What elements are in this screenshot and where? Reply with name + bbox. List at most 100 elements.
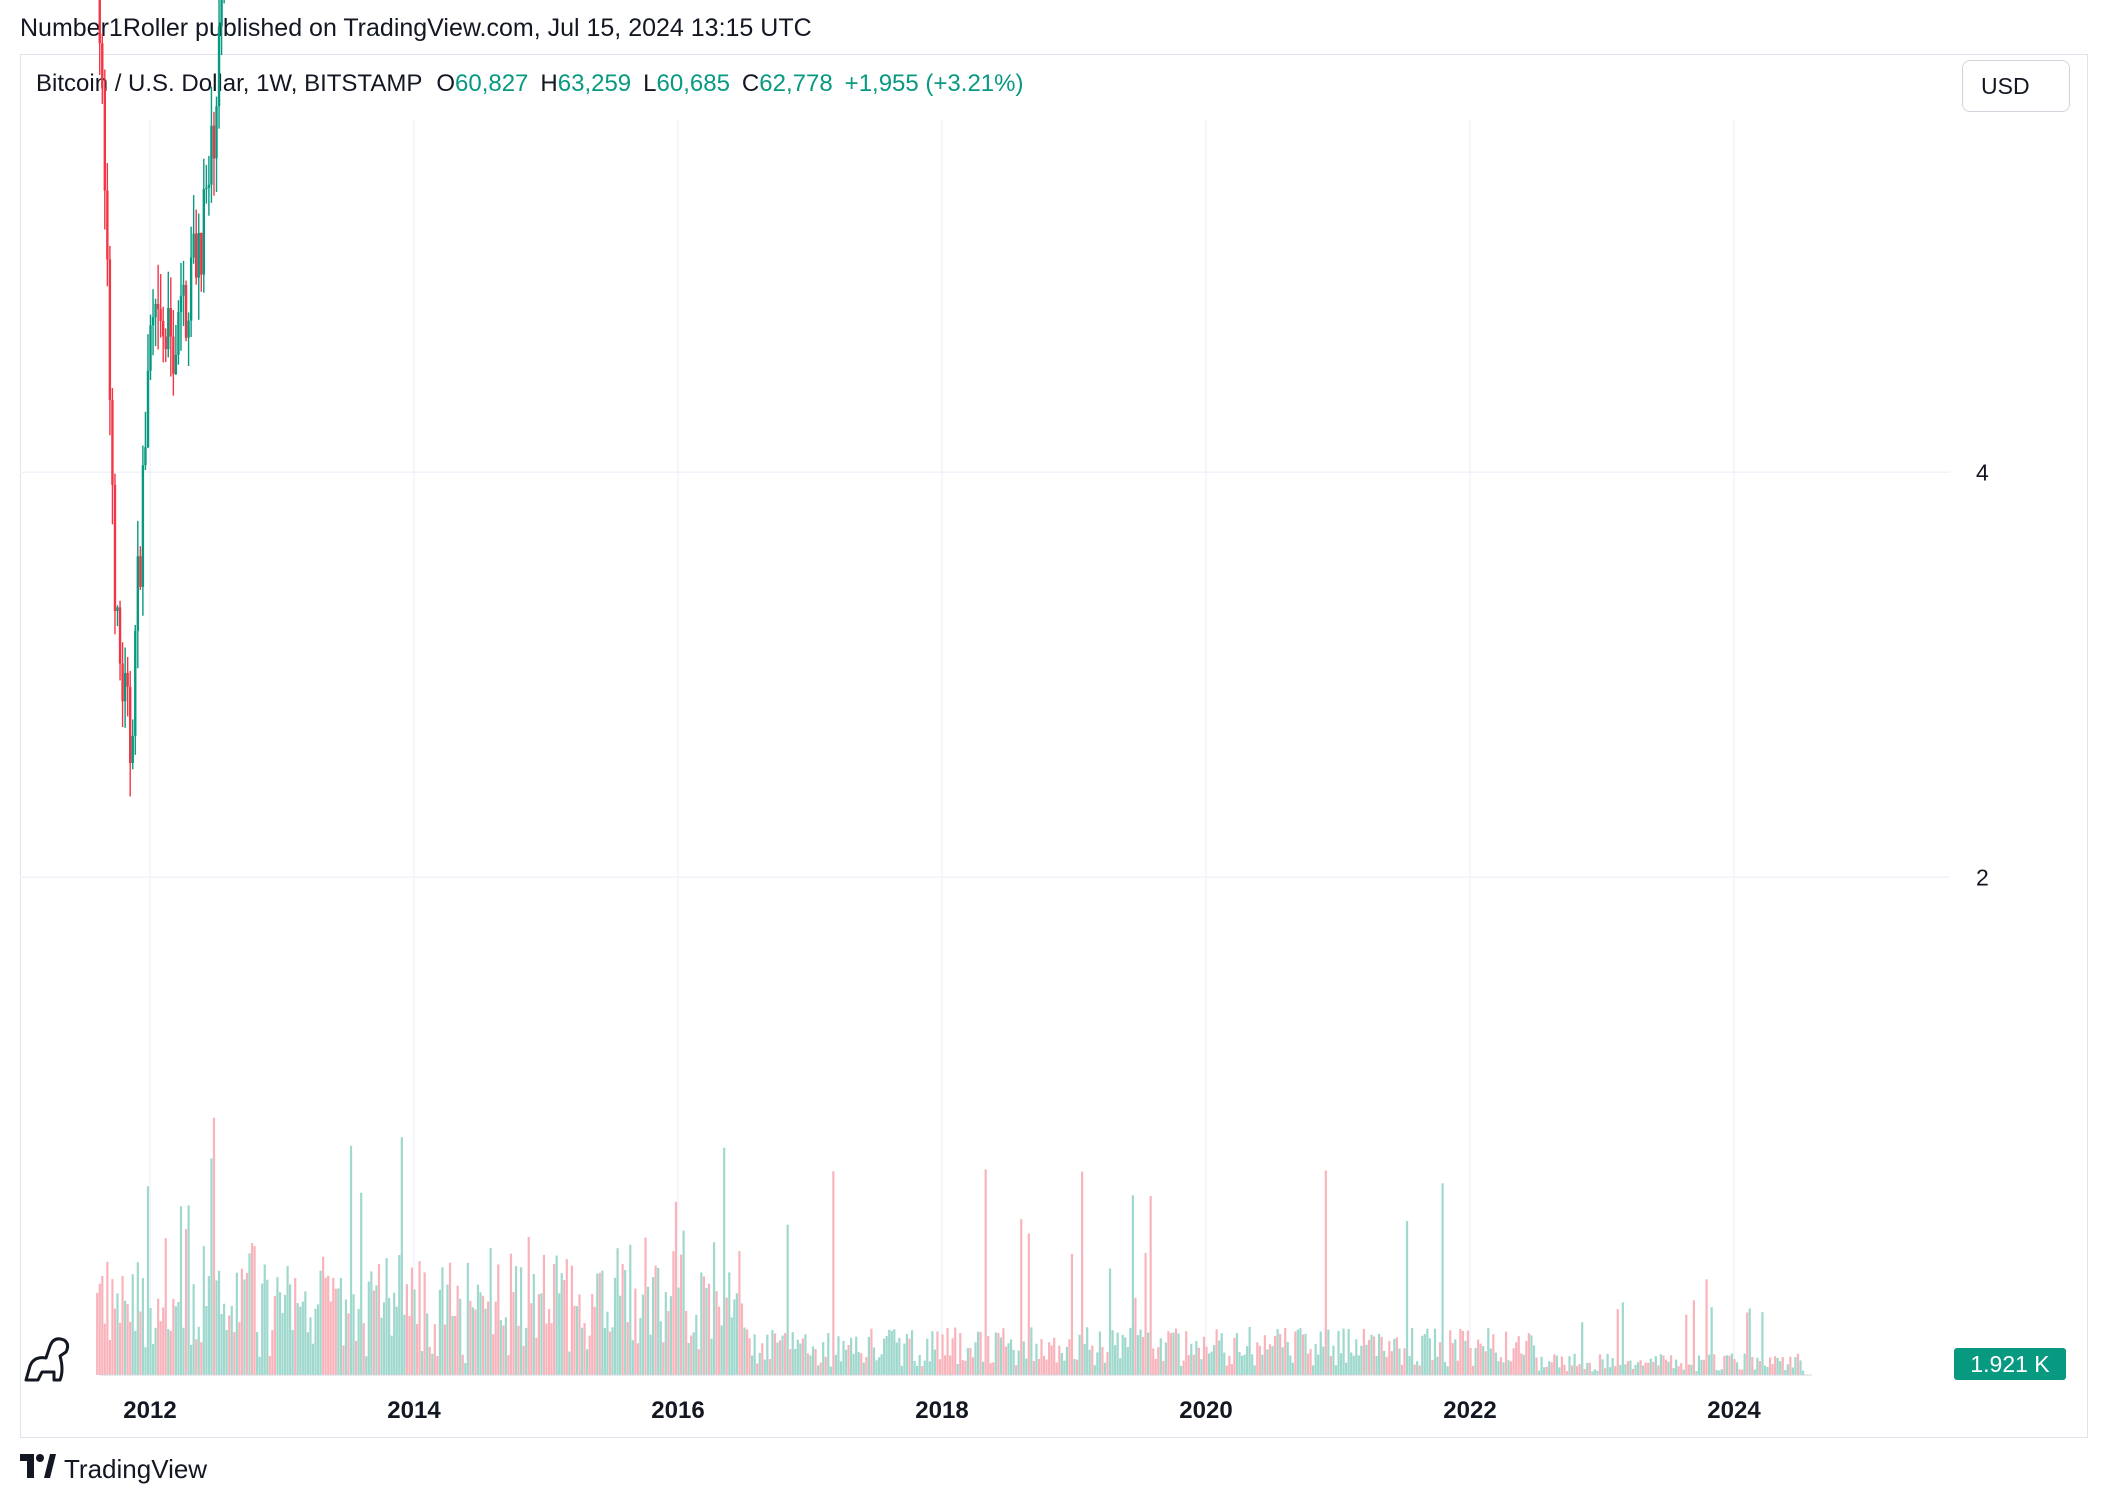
volume-bar xyxy=(1735,1362,1739,1375)
volume-bar xyxy=(1210,1351,1213,1375)
volume-bar xyxy=(172,1298,175,1375)
volume-bar xyxy=(619,1295,622,1375)
volume-bar xyxy=(895,1342,898,1375)
volume-bar xyxy=(1563,1364,1566,1375)
volume-bar xyxy=(555,1255,558,1375)
volume-bar xyxy=(865,1357,868,1375)
candle-body xyxy=(184,284,188,338)
volume-bar xyxy=(682,1230,685,1375)
volume-bar xyxy=(1119,1358,1122,1375)
volume-bar xyxy=(692,1332,695,1375)
x-tick-label: 2012 xyxy=(123,1397,176,1424)
volume-bar xyxy=(1801,1370,1805,1375)
volume-bar xyxy=(796,1339,799,1375)
volume-bar xyxy=(1504,1331,1508,1375)
volume-bar xyxy=(126,1304,129,1375)
volume-bar xyxy=(1180,1365,1183,1375)
volume-bar xyxy=(1134,1297,1137,1375)
volume-bar xyxy=(469,1300,472,1375)
volume-bar xyxy=(517,1325,520,1375)
volume-bar xyxy=(586,1349,589,1375)
volume-bar xyxy=(1233,1337,1236,1375)
volume-bar xyxy=(1730,1353,1734,1375)
volume-bar xyxy=(1362,1328,1365,1375)
volume-bar xyxy=(1276,1329,1279,1375)
volume-bar xyxy=(685,1310,688,1375)
volume-bar xyxy=(1111,1330,1114,1375)
volume-bar xyxy=(1631,1368,1635,1375)
volume-bar xyxy=(542,1254,546,1375)
volume-bar xyxy=(441,1267,444,1375)
volume-bar xyxy=(1345,1362,1348,1375)
volume-bar xyxy=(1398,1348,1401,1375)
time-axis: 2012 2014 2016 2018 2020 2022 2024 xyxy=(123,1397,1761,1424)
volume-bar xyxy=(1657,1365,1660,1375)
volume-bar xyxy=(339,1278,342,1375)
candle-body xyxy=(139,556,142,587)
volume-bar xyxy=(1040,1338,1043,1375)
volume-bar xyxy=(1215,1329,1218,1375)
volume-bar xyxy=(230,1305,233,1375)
volume-bar xyxy=(309,1317,312,1375)
volume-bar xyxy=(1101,1346,1104,1375)
volume-bar xyxy=(1012,1350,1015,1375)
currency-button[interactable]: USD xyxy=(1962,60,2070,112)
volume-bar xyxy=(1530,1335,1533,1375)
volume-bar xyxy=(819,1362,822,1375)
candle-body xyxy=(116,607,119,612)
dino-icon[interactable] xyxy=(24,1337,70,1382)
x-tick-label: 2022 xyxy=(1443,1397,1496,1424)
x-tick-label: 2020 xyxy=(1179,1397,1232,1424)
volume-bar xyxy=(928,1361,931,1375)
volume-bar xyxy=(1708,1354,1711,1375)
volume-bar xyxy=(1794,1357,1797,1375)
volume-bar xyxy=(380,1317,383,1375)
volume-bar xyxy=(357,1308,360,1375)
candle-body xyxy=(151,317,155,326)
tradingview-logo[interactable]: TradingView xyxy=(20,1454,207,1485)
volume-bar xyxy=(723,1147,726,1375)
volume-bar xyxy=(355,1340,358,1375)
volume-bar xyxy=(210,1158,213,1375)
volume-bar xyxy=(1609,1367,1612,1375)
volume-bar xyxy=(532,1274,535,1375)
volume-bar xyxy=(248,1253,251,1375)
volume-bar xyxy=(1347,1329,1350,1375)
volume-bar xyxy=(1195,1341,1198,1375)
candle-body xyxy=(200,232,203,275)
volume-bar xyxy=(1197,1347,1200,1375)
volume-bar xyxy=(337,1288,340,1375)
volume-bar xyxy=(1108,1268,1112,1375)
volume-bar xyxy=(1004,1346,1008,1375)
volume-bar xyxy=(182,1327,185,1375)
volume-bar xyxy=(781,1335,784,1375)
volume-bar xyxy=(1020,1219,1023,1375)
volume-bar xyxy=(1078,1334,1081,1375)
volume-bar xyxy=(342,1345,345,1375)
volume-bar xyxy=(365,1356,368,1375)
volume-bar xyxy=(553,1264,556,1375)
volume-bar xyxy=(235,1272,238,1375)
volume-bar xyxy=(1098,1331,1101,1375)
volume-bar xyxy=(296,1303,299,1375)
volume-bar xyxy=(395,1306,398,1375)
volume-bar xyxy=(428,1346,431,1375)
volume-bar xyxy=(502,1325,505,1375)
volume-bar xyxy=(258,1356,261,1375)
volume-bar xyxy=(1017,1350,1020,1375)
volume-bar xyxy=(1081,1171,1084,1375)
volume-bar xyxy=(992,1362,995,1375)
volume-bar xyxy=(1560,1356,1563,1375)
volume-bar xyxy=(1743,1353,1746,1375)
volume-bar xyxy=(1337,1331,1340,1375)
candle-body xyxy=(215,106,218,159)
volume-bar xyxy=(1728,1355,1731,1375)
volume-bar xyxy=(1603,1368,1607,1375)
volume-bar xyxy=(245,1272,249,1375)
volume-bar xyxy=(448,1262,452,1375)
volume-bar xyxy=(989,1363,992,1375)
volume-bar xyxy=(1053,1337,1056,1375)
volume-bar xyxy=(139,1311,142,1375)
volume-bar xyxy=(1329,1355,1332,1375)
